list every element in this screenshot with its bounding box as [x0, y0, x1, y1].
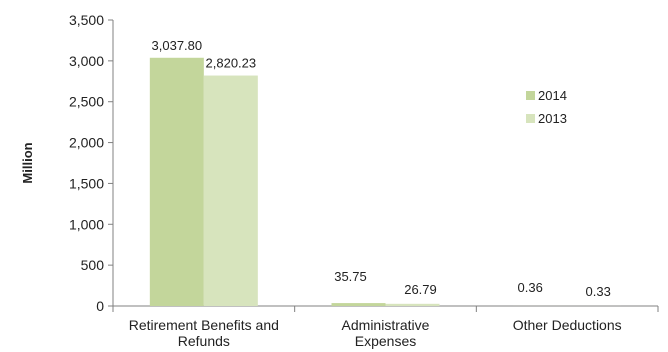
bar [203, 75, 258, 306]
y-tick-label: 3,000 [69, 53, 104, 69]
y-axis: 0 500 1,000 1,500 2,000 2,500 3,000 3,500 [69, 12, 114, 314]
y-tick-label: 2,500 [69, 94, 104, 110]
y-tick-label: 1,000 [69, 216, 104, 232]
x-tick-label: Administrative Expenses [342, 317, 430, 349]
y-axis-title: Million [20, 142, 35, 183]
x-tick-label: Other Deductions [513, 317, 622, 333]
y-tick-label: 2,000 [69, 135, 104, 151]
data-label: 3,037.80 [152, 38, 203, 53]
legend-label: 2014 [538, 88, 567, 103]
data-label: 35.75 [334, 269, 367, 284]
x-axis: Retirement Benefits and Refunds Administra… [112, 305, 659, 349]
data-label: 0.33 [586, 284, 611, 299]
data-label: 0.36 [518, 280, 543, 295]
data-label: 26.79 [404, 282, 437, 297]
legend-swatch [526, 91, 535, 100]
data-label: 2,820.23 [206, 56, 257, 71]
bar [385, 303, 440, 306]
bars [149, 57, 622, 306]
bar [149, 57, 204, 306]
legend: 2014 2013 [526, 88, 567, 126]
y-tick-label: 0 [96, 298, 104, 314]
data-labels: 3,037.802,820.23 35.75 26.79 0.36 0.33 [152, 38, 611, 299]
bar [331, 303, 386, 306]
legend-label: 2013 [538, 111, 567, 126]
x-tick-label: Retirement Benefits and Refunds [129, 317, 279, 349]
y-tick-label: 1,500 [69, 175, 104, 191]
y-tick-label: 3,500 [69, 12, 104, 28]
legend-swatch [526, 114, 535, 123]
y-tick-label: 500 [81, 257, 105, 273]
